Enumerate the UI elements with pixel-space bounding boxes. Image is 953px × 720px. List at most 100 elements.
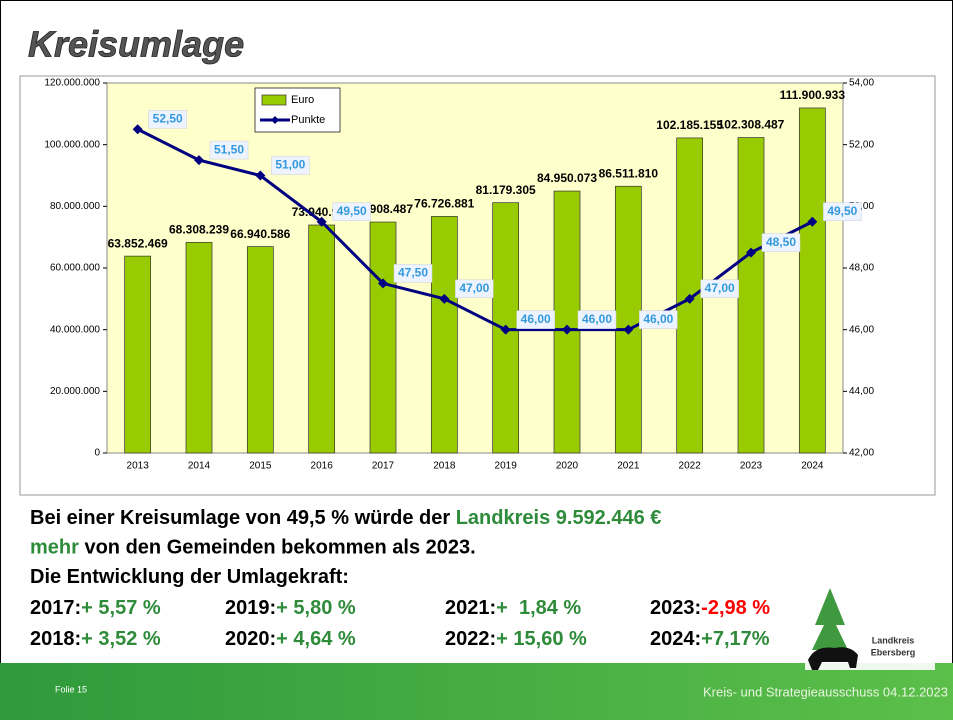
value-label-box	[148, 110, 187, 129]
y2-tick-label: 50,00	[849, 201, 874, 212]
value-label: 111.900.933	[780, 88, 846, 102]
summary-line: Die Entwicklung der Umlagekraft:	[30, 566, 349, 588]
value-label: 86.511.810	[599, 166, 659, 180]
x-tick-label: 2013	[127, 461, 150, 472]
value-label: 84.950.073	[537, 171, 597, 185]
x-tick-label: 2018	[433, 461, 456, 472]
value-label-box	[209, 140, 249, 160]
y2-tick-label: 48,00	[849, 263, 874, 274]
x-tick-label: 2016	[311, 461, 334, 472]
y-tick-label: 120.000.000	[44, 78, 100, 89]
value-label: 52,50	[153, 111, 183, 125]
value-label: 48,50	[766, 235, 796, 249]
summary-segment: Landkreis 9.592.446 €	[456, 507, 662, 529]
value-label: 47,50	[398, 266, 428, 280]
value-label: 63.852.469	[108, 236, 168, 250]
legend-swatch	[261, 94, 287, 106]
y2-tick-label: 52,00	[849, 139, 874, 150]
slide-number: Folie 15	[55, 684, 87, 694]
value-label: 51,50	[214, 142, 244, 156]
growth-year: 2020:	[225, 628, 276, 650]
growth-change: + 5,57 %	[81, 597, 161, 619]
growth-item: 2023:-2,98 %	[650, 597, 770, 619]
value-label-box	[761, 233, 801, 252]
y-tick-label: 20.000.000	[50, 386, 100, 397]
growth-change: +7,17%	[701, 628, 770, 650]
summary-line: mehr von den Gemeinden bekommen als 2023…	[30, 537, 476, 559]
x-tick-label: 2015	[249, 461, 272, 472]
growth-year: 2018:	[30, 628, 81, 650]
value-label-box	[271, 156, 310, 175]
y-tick-label: 60.000.000	[50, 263, 100, 274]
value-label: 66.940.586	[230, 227, 290, 241]
line-marker	[439, 293, 450, 304]
value-label: 81.179.305	[476, 183, 536, 197]
line-marker	[623, 324, 634, 335]
growth-year: 2021:	[445, 597, 496, 619]
value-label-box	[700, 279, 739, 299]
logo-boar	[808, 647, 858, 670]
legend-swatch	[271, 116, 279, 124]
value-label: 76.726.881	[414, 197, 474, 211]
growth-item: 2018:+ 3,52 %	[30, 628, 161, 650]
value-label-box	[455, 279, 494, 299]
value-label-box	[516, 310, 555, 329]
value-label: 51,00	[275, 158, 305, 172]
growth-change: -2,98 %	[701, 597, 770, 619]
line-marker	[746, 247, 756, 258]
x-tick-label: 2023	[740, 461, 763, 472]
x-tick-label: 2022	[679, 461, 702, 472]
footer-text: Kreis- und Strategieausschuss 04.12.2023	[703, 684, 948, 699]
growth-year: 2017:	[30, 597, 81, 619]
growth-change: + 4,64 %	[276, 628, 356, 650]
bar	[553, 190, 581, 454]
value-label: 46,00	[643, 312, 673, 326]
bar	[124, 255, 152, 454]
y-tick-label: 100.000.000	[44, 139, 100, 150]
line-marker	[255, 170, 266, 181]
line-marker	[378, 278, 388, 289]
value-label: 46,00	[582, 312, 612, 326]
value-label: 47,00	[459, 281, 489, 295]
x-tick-label: 2019	[495, 461, 518, 472]
growth-year: 2022:	[445, 628, 496, 650]
y-tick-label: 0	[94, 448, 100, 459]
summary-line: Bei einer Kreisumlage von 49,5 % würde d…	[30, 507, 661, 529]
value-label: 49,50	[827, 204, 857, 218]
value-label-box	[823, 202, 862, 221]
y-tick-label: 40.000.000	[50, 324, 100, 335]
value-label-box	[393, 264, 433, 283]
legend-label: Punkte	[291, 114, 325, 126]
legend-label: Euro	[291, 94, 314, 106]
growth-change: + 3,52 %	[81, 628, 161, 650]
slide-title: Kreisumlage	[28, 24, 244, 65]
value-label: 46,00	[521, 312, 551, 326]
value-label: 102.308.487	[718, 118, 785, 132]
growth-year: 2024:	[650, 628, 701, 650]
line	[136, 127, 814, 332]
x-tick-label: 2014	[188, 461, 211, 472]
growth-item: 2024:+7,17%	[650, 628, 770, 650]
x-tick-label: 2021	[617, 461, 640, 472]
bar	[308, 224, 336, 454]
line-marker	[500, 324, 511, 335]
logo-tree	[812, 588, 848, 650]
growth-change: + 15,60 %	[496, 628, 587, 650]
bar	[614, 185, 642, 454]
value-label: 49,50	[337, 204, 367, 218]
bar	[369, 221, 397, 454]
value-label-box	[332, 202, 371, 221]
value-label: 68.308.239	[169, 223, 229, 237]
x-tick-label: 2024	[801, 461, 824, 472]
bar	[798, 107, 826, 454]
value-label: 47,00	[705, 281, 735, 295]
logo-text: Landkreis	[872, 635, 915, 645]
growth-item: 2020:+ 4,64 %	[225, 628, 356, 650]
line-marker	[194, 155, 204, 166]
growth-item: 2022:+ 15,60 %	[445, 628, 587, 650]
y2-tick-label: 42,00	[849, 448, 874, 459]
growth-item: 2017:+ 5,57 %	[30, 597, 161, 619]
growth-year: 2023:	[650, 597, 701, 619]
bar	[185, 242, 213, 454]
